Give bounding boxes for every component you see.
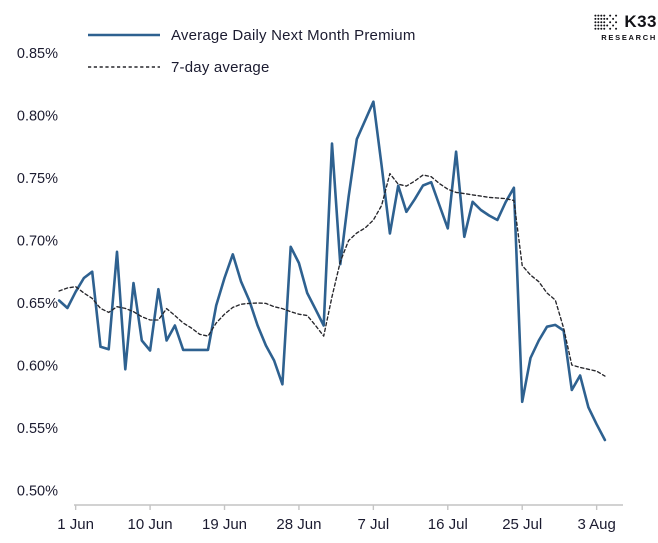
series-line-average-daily-next-month-premium (57, 100, 607, 442)
x-axis-tick-label: 1 Jun (57, 516, 94, 533)
legend-item-premium: Average Daily Next Month Premium (88, 25, 416, 45)
x-axis-tick-label: 10 Jun (128, 516, 173, 533)
y-axis-tick-label: 0.55% (17, 421, 58, 437)
logo-title: K33 (624, 12, 657, 31)
y-axis-tick-label: 0.50% (17, 484, 58, 500)
chart-legend: Average Daily Next Month Premium 7-day a… (88, 25, 416, 89)
x-axis-tick-label: 28 Jun (276, 516, 321, 533)
dashed-line-swatch-icon (88, 66, 160, 68)
k33-dots-icon (594, 14, 618, 30)
logo-subtitle: RESEARCH (601, 33, 657, 42)
series-line-7-day-average (58, 172, 606, 377)
y-axis-tick-label: 0.80% (17, 109, 58, 125)
y-axis-tick-label: 0.65% (17, 296, 58, 312)
y-axis-tick-label: 0.75% (17, 171, 58, 187)
legend-label-7-day-average: 7-day average (171, 58, 270, 76)
k33-research-logo: K33 RESEARCH (594, 12, 657, 42)
x-axis-tick-label: 7 Jul (358, 516, 390, 533)
x-axis-tick-label: 19 Jun (202, 516, 247, 533)
y-axis-tick-label: 0.85% (17, 46, 58, 62)
solid-line-swatch-icon (88, 33, 160, 37)
x-axis-tick-label: 3 Aug (577, 516, 615, 533)
y-axis-tick-label: 0.60% (17, 359, 58, 375)
x-axis-tick-label: 16 Jul (428, 516, 468, 533)
legend-label-premium: Average Daily Next Month Premium (171, 26, 416, 44)
x-axis-tick-label: 25 Jul (502, 516, 542, 533)
legend-item-7-day-average: 7-day average (88, 57, 416, 77)
y-axis-tick-label: 0.70% (17, 234, 58, 250)
